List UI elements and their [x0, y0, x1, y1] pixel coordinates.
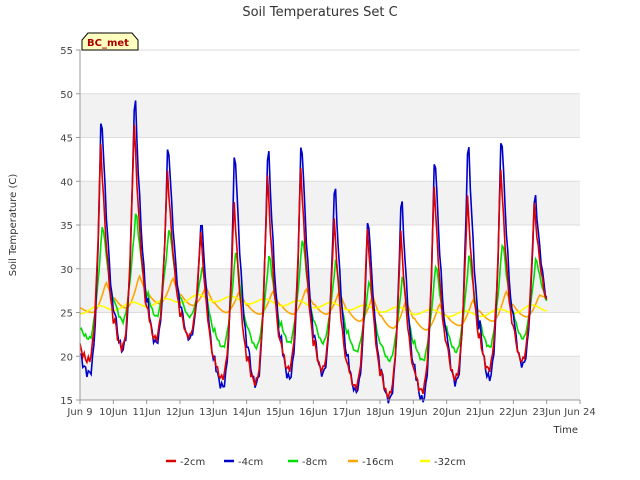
y-tick-label: 15 [60, 396, 73, 407]
axes-layer: 15 20 25 30 35 40 45 50 55 Jun 9 10Jun 11Jun 12Jun 13… [60, 46, 596, 418]
legend: -2cm -4cm -8cm -16cm -32cm [166, 457, 466, 468]
y-tick-label: 50 [60, 90, 73, 101]
y-tick-label: 35 [60, 221, 73, 232]
plot-band [80, 93, 580, 138]
plot-band [80, 50, 580, 94]
x-tick-label: 10Jun [99, 407, 127, 418]
y-tick-label: 25 [60, 309, 73, 320]
x-tick-label: 20Jun [432, 407, 460, 418]
plot-band [80, 137, 580, 182]
x-tick-label: 22Jun [499, 407, 527, 418]
legend-label: -2cm [180, 457, 205, 468]
plot-band [80, 181, 580, 225]
y-tick-label: 30 [60, 265, 73, 276]
x-tick-label: 11Jun [132, 407, 160, 418]
y-axis-label: Soil Temperature (C) [8, 174, 19, 277]
legend-label: -4cm [238, 457, 263, 468]
x-axis-label: Time [553, 425, 578, 436]
x-tick-label: 19Jun [399, 407, 427, 418]
y-tick-label: 20 [60, 352, 73, 363]
site-label-text: BC_met [87, 38, 129, 49]
x-tick-label: Jun 9 [66, 407, 92, 418]
series-line-minus-32cm [80, 293, 547, 318]
y-tick-label: 40 [60, 177, 73, 188]
x-tick-label: 14Jun [232, 407, 260, 418]
x-tick-label: 16Jun [299, 407, 327, 418]
site-label-box [81, 32, 139, 51]
x-tick-label: Jun 24 [563, 407, 596, 418]
x-tick-label: 21Jun [466, 407, 494, 418]
legend-label: -16cm [362, 457, 394, 468]
series-layer [79, 100, 548, 404]
chart-title: Soil Temperatures Set C [242, 5, 397, 20]
y-tick-label: 55 [60, 46, 73, 57]
x-tick-label: 23Jun [532, 407, 560, 418]
x-tick-label: 13Jun [199, 407, 227, 418]
series-line-minus-8cm [79, 213, 548, 363]
x-tick-label: 12Jun [166, 407, 194, 418]
series-line-minus-2cm [79, 124, 548, 400]
x-tick-label: 15Jun [266, 407, 294, 418]
x-tick-label: 17Jun [332, 407, 360, 418]
site-label-badge: BC_met [81, 32, 139, 51]
plot-band [80, 356, 580, 400]
legend-label: -8cm [302, 457, 327, 468]
series-line-minus-16cm [79, 274, 547, 331]
x-tick-label: 18Jun [366, 407, 394, 418]
legend-label: -32cm [434, 457, 466, 468]
y-tick-label: 45 [60, 134, 73, 145]
